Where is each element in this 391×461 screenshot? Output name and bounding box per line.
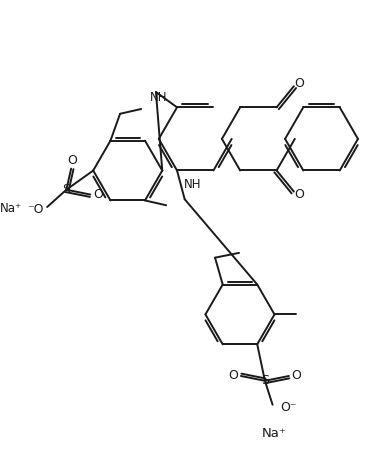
Text: ⁻O: ⁻O <box>27 203 43 216</box>
Text: O: O <box>292 370 301 383</box>
Text: S: S <box>261 374 269 387</box>
Text: NH: NH <box>184 178 201 191</box>
Text: Na⁺: Na⁺ <box>262 427 287 440</box>
Text: O⁻: O⁻ <box>280 401 297 414</box>
Text: O: O <box>93 188 103 201</box>
Text: Na⁺: Na⁺ <box>0 202 22 215</box>
Text: O: O <box>295 188 305 201</box>
Text: O: O <box>228 370 238 383</box>
Text: NH: NH <box>150 91 167 104</box>
Text: O: O <box>67 154 77 167</box>
Text: S: S <box>62 183 70 196</box>
Text: O: O <box>295 77 305 90</box>
